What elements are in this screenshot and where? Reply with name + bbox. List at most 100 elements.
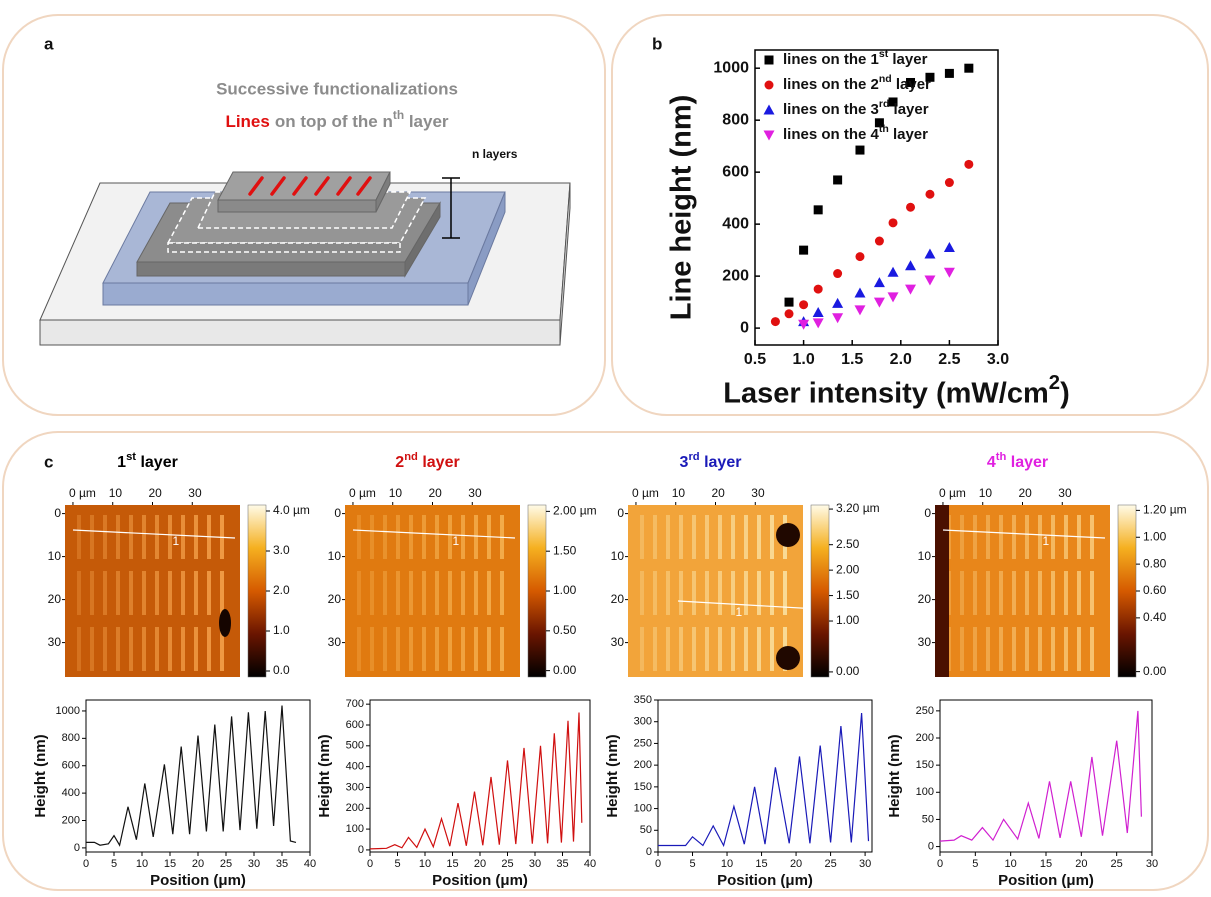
profile-line [658, 712, 870, 848]
legend-label: lines on the 3rd layer [783, 98, 929, 118]
afm-stripe [640, 515, 644, 559]
x-tick-label: 30 [1058, 486, 1072, 500]
afm-stripe [640, 627, 644, 671]
afm-stripe [1025, 627, 1029, 671]
panel-label: a [44, 34, 54, 53]
y-tick-label: 400 [62, 787, 80, 799]
afm-stripe [757, 515, 761, 559]
afm-stripe [757, 571, 761, 615]
marker [854, 287, 866, 298]
afm-stripe [1038, 627, 1042, 671]
x-tick-label: 20 [1019, 486, 1033, 500]
y-tick-label: 10 [48, 549, 62, 563]
afm-stripe [973, 515, 977, 559]
afm-stripe [116, 627, 120, 671]
y-tick-label: 300 [634, 716, 652, 728]
afm-stripe [1012, 627, 1016, 671]
marker [854, 305, 866, 316]
afm-stripe [383, 627, 387, 671]
x-tick-label: 0 [83, 858, 89, 870]
marker [944, 178, 954, 188]
afm-stripe [1077, 571, 1081, 615]
image-title: 3rd layer [680, 451, 742, 471]
y-tick-label: 0 [334, 506, 341, 520]
marker [906, 77, 916, 87]
colorbar-label: 0.00 [1143, 664, 1167, 678]
marker [943, 242, 955, 253]
colorbar-label: 3.20 µm [836, 501, 880, 515]
afm-stripe [500, 627, 504, 671]
afm-stripe [770, 571, 774, 615]
marker [855, 145, 865, 155]
y-tick-label: 150 [916, 759, 934, 771]
y-tick-label: 500 [346, 740, 364, 752]
y-axis-label: Height (nm) [32, 734, 49, 817]
panel-label: b [652, 34, 662, 53]
afm-stripe [448, 627, 452, 671]
afm-stripe [487, 627, 491, 671]
afm-stripe [90, 571, 94, 615]
x-tick-label: 20 [1075, 858, 1087, 870]
x-tick-label: 5 [972, 858, 978, 870]
afm-stripe [103, 627, 107, 671]
y-tick-label: 30 [918, 635, 932, 649]
afm-stripe [409, 571, 413, 615]
colorbar-label: 2.00 [836, 562, 860, 576]
colorbar [527, 504, 547, 678]
afm-stripe [194, 515, 198, 559]
profile-path [352, 529, 516, 539]
afm-stripe [409, 627, 413, 671]
afm-stripe [986, 627, 990, 671]
afm-stripe [461, 627, 465, 671]
profile-line [369, 712, 583, 850]
marker [874, 118, 884, 128]
marker [784, 297, 794, 307]
y-tick-label: 10 [611, 549, 625, 563]
afm-stripe [155, 515, 159, 559]
x-tick-label: 10 [979, 486, 993, 500]
marker [964, 159, 974, 169]
x-tick-label: 20 [474, 858, 486, 870]
subtitle-rest: on top of the nth layer [275, 108, 449, 131]
marker [833, 175, 843, 185]
afm-stripe [1064, 515, 1068, 559]
afm-stripe [220, 571, 224, 615]
plot-frame [85, 699, 311, 853]
y-tick-label: 0 [924, 506, 931, 520]
afm-stripe [999, 627, 1003, 671]
afm-stripe [1064, 627, 1068, 671]
x-tick-label: 30 [188, 486, 202, 500]
x-tick-label: 10 [389, 486, 403, 500]
y-tick-label: 0 [358, 844, 364, 856]
afm-stripe [168, 571, 172, 615]
x-tick-label: 30 [751, 486, 765, 500]
x-tick-label: 10 [672, 486, 686, 500]
marker [887, 292, 899, 303]
profile-line [939, 710, 1142, 842]
colorbar-label: 1.20 µm [1143, 503, 1187, 517]
x-tick-label: 15 [1040, 858, 1052, 870]
marker [873, 277, 885, 288]
marker [924, 275, 936, 286]
colorbar-label: 2.50 [836, 537, 860, 551]
x-tick-label: 20 [790, 858, 802, 870]
y-tick-label: 200 [722, 267, 749, 284]
marker [763, 104, 775, 115]
profile-path [677, 600, 819, 610]
afm-stripe [194, 571, 198, 615]
afm-stripe [666, 627, 670, 671]
afm-stripe [116, 515, 120, 559]
profile-path [942, 529, 1106, 539]
colorbar [1117, 504, 1137, 678]
afm-stripe [77, 627, 81, 671]
y-tick-label: 30 [611, 635, 625, 649]
afm-stripe [142, 571, 146, 615]
y-tick-label: 20 [918, 592, 932, 606]
afm-stripe [357, 515, 361, 559]
marker [925, 189, 935, 199]
x-tick-label: 10 [419, 858, 431, 870]
afm-stripe [103, 515, 107, 559]
legend-label: lines on the 4th layer [783, 123, 928, 143]
afm-stripe [705, 571, 709, 615]
afm-stripe [973, 571, 977, 615]
